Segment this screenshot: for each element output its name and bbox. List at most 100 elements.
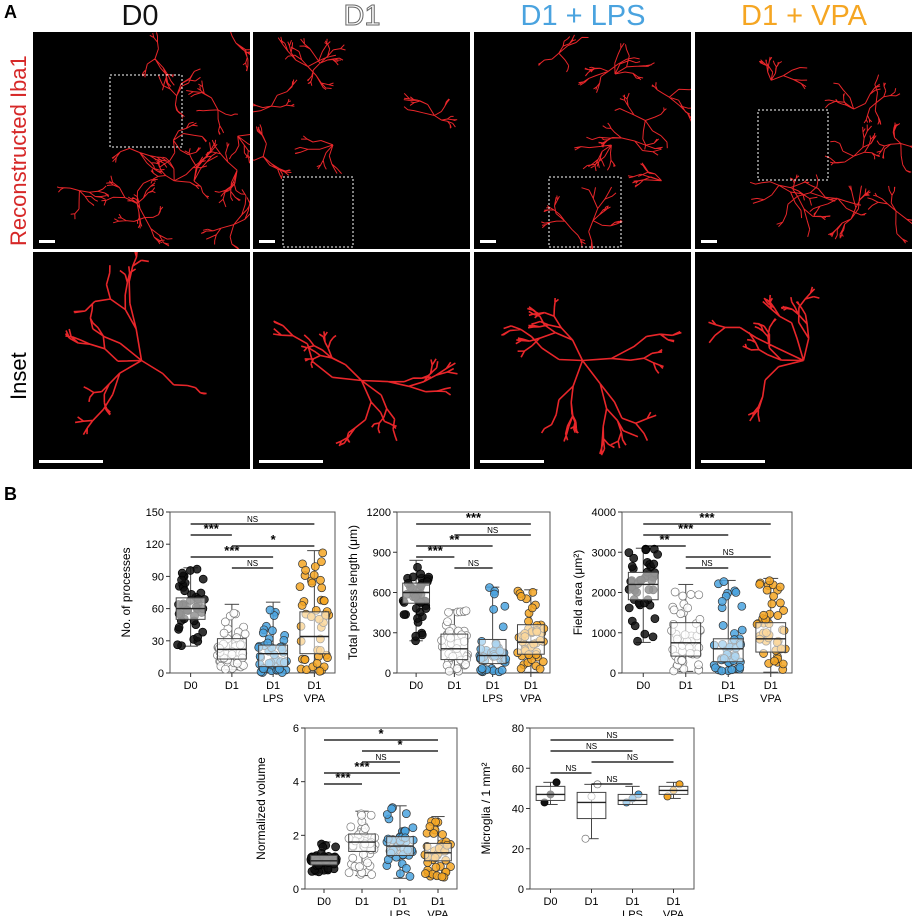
chart-2-point xyxy=(678,591,688,601)
chart-1-box xyxy=(478,638,507,665)
chart-0-point xyxy=(315,666,325,676)
micrograph-2 xyxy=(474,32,691,249)
chart-3-xtick-sublabel: LPS xyxy=(390,909,411,916)
chart-0-point xyxy=(323,653,332,662)
chart-2-point xyxy=(629,553,639,563)
chart-0-ytick-label: 90 xyxy=(152,571,164,583)
inset-micrograph-1 xyxy=(253,252,470,469)
chart-0-point xyxy=(309,570,319,580)
chart-0-ytick-label: 60 xyxy=(152,604,164,616)
chart-0-box xyxy=(299,611,330,655)
chart-0-ytick-label: 120 xyxy=(146,539,164,551)
chart-2-sig-label: ** xyxy=(659,532,670,547)
chart-0-xtick-sublabel: VPA xyxy=(304,693,326,705)
chart-2-sig-label: NS xyxy=(701,559,712,568)
chart-2-ylabel: Field area (μm²) xyxy=(571,550,585,636)
micrograph-3 xyxy=(695,32,912,249)
chart-2-point xyxy=(719,577,729,586)
column-header-d0-text: D0 xyxy=(121,0,159,32)
chart-2-point xyxy=(775,582,785,592)
chart-2-point xyxy=(653,550,662,559)
chart-2-xtick-label: D1 xyxy=(764,680,778,692)
chart-3-point xyxy=(425,822,435,831)
chart-3-point xyxy=(355,862,364,872)
micrograph-1 xyxy=(253,32,470,249)
chart-1-point xyxy=(527,603,537,613)
chart-0-point xyxy=(301,565,310,575)
chart-1-sig-label: *** xyxy=(428,543,444,558)
chart-1-point xyxy=(516,592,526,601)
chart-0-point xyxy=(174,622,184,632)
chart-2-point xyxy=(694,660,703,670)
chart-2-point xyxy=(737,601,747,611)
chart-1-point xyxy=(443,617,452,627)
chart-4-box xyxy=(617,793,648,805)
chart-4-sig-label: NS xyxy=(606,775,617,784)
inset-micrograph-2 xyxy=(474,252,691,469)
chart-4-ytick-label: 20 xyxy=(512,844,524,856)
chart-3-point xyxy=(437,872,447,882)
chart-4-sig-label: NS xyxy=(606,731,617,740)
chart-4-xtick-label: D1 xyxy=(625,896,639,908)
chart-0-point xyxy=(240,629,250,639)
chart-2-ytick-label: 4000 xyxy=(592,507,616,519)
chart-4-box xyxy=(535,785,566,801)
chart-2-point xyxy=(767,599,777,609)
chart-0-ylabel: No. of processes xyxy=(119,547,133,637)
chart-2-point xyxy=(670,587,680,597)
chart-0-point xyxy=(316,575,325,585)
column-header-d1-lps: D1 + LPS xyxy=(473,0,693,33)
chart-3-xtick-label: D1 xyxy=(355,896,369,908)
chart-2-point xyxy=(773,611,783,620)
chart-2-point xyxy=(679,664,689,674)
chart-1-xtick-sublabel: VPA xyxy=(520,693,542,705)
chart-0-ytick-label: 30 xyxy=(152,636,164,648)
chart-1-point xyxy=(528,587,538,597)
chart-2-point xyxy=(630,621,640,631)
chart-2-point xyxy=(648,632,658,642)
chart-0-point xyxy=(295,582,305,592)
chart-0-frame xyxy=(169,511,336,674)
chart-2-point xyxy=(633,636,642,646)
chart-3-point xyxy=(395,869,405,879)
chart-2-point xyxy=(762,585,772,595)
panel-b-letter: B xyxy=(4,484,17,504)
chart-1-point xyxy=(489,604,498,614)
chart-1-point xyxy=(416,569,425,579)
chart-0-xtick-label: D1 xyxy=(266,680,280,692)
chart-0-point xyxy=(265,605,275,615)
chart-1-point xyxy=(516,664,526,674)
chart-4-ylabel: Microglia / 1 mm² xyxy=(479,762,493,854)
chart-1-point xyxy=(498,622,508,632)
chart-4-sig-label: NS xyxy=(565,764,576,773)
chart-4-frame xyxy=(529,727,695,890)
chart-3-point xyxy=(331,842,340,852)
chart-2-point xyxy=(683,603,692,613)
chart-3-point xyxy=(366,810,376,820)
chart-1-sig-label: NS xyxy=(468,559,479,568)
chart-1-point xyxy=(538,657,548,667)
chart-3-sig-label: * xyxy=(397,737,403,752)
chart-2-point xyxy=(778,659,788,669)
chart-3-ytick-label: 0 xyxy=(293,884,299,896)
chart-3-sig-label: * xyxy=(378,726,384,741)
chart-2-ytick-label: 2000 xyxy=(592,588,616,600)
chart-3-point xyxy=(344,868,354,878)
panel-a-letter: A xyxy=(4,2,17,22)
chart-3-point xyxy=(387,804,396,814)
chart-3-ylabel: Normalized volume xyxy=(254,757,268,860)
column-header-d1-lps-text: D1 + LPS xyxy=(520,0,646,32)
chart-4-sig-label: NS xyxy=(627,753,638,762)
chart-2-point xyxy=(624,548,634,557)
chart-3-xtick-label: D1 xyxy=(431,896,445,908)
chart-0-point xyxy=(317,583,327,593)
chart-1-point xyxy=(535,664,545,674)
chart-1-point xyxy=(452,664,462,673)
chart-0-xtick-label: D0 xyxy=(184,680,198,692)
chart-0-xtick-label: D1 xyxy=(225,680,239,692)
chart-1-point xyxy=(411,631,421,641)
chart-1-ytick-label: 300 xyxy=(373,628,391,640)
chart-2-box xyxy=(627,571,659,601)
chart-3-point xyxy=(431,862,441,872)
chart-0-point xyxy=(173,640,182,650)
